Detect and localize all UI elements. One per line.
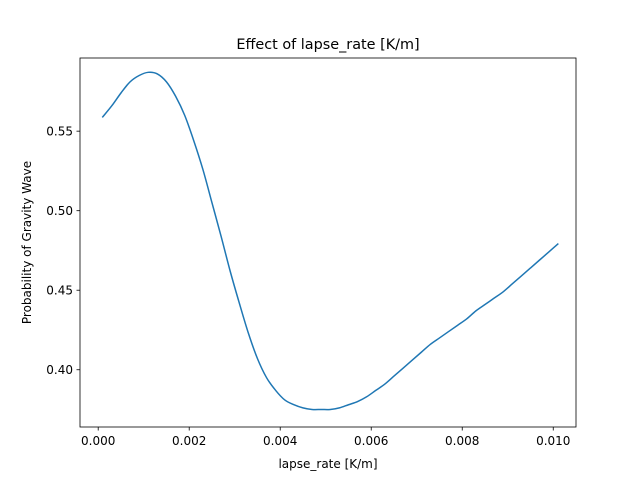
plot-area (101, 71, 559, 411)
y-tick-label: 0.45 (46, 284, 73, 298)
x-tick-label: 0.006 (354, 434, 388, 448)
y-tick-label: 0.55 (46, 124, 73, 138)
x-tick-label: 0.010 (536, 434, 570, 448)
axes-frame (79, 57, 577, 428)
y-tick-label: 0.50 (46, 204, 73, 218)
x-tick-label: 0.002 (172, 434, 206, 448)
y-tick-label: 0.40 (46, 363, 73, 377)
x-axis-ticks: 0.000 0.002 0.004 0.006 0.008 0.010 (81, 427, 570, 448)
series-line (101, 71, 559, 411)
y-axis-label: Probability of Gravity Wave (20, 161, 34, 324)
x-tick-label: 0.000 (81, 434, 115, 448)
y-axis-ticks: 0.40 0.45 0.50 0.55 (46, 124, 80, 377)
x-tick-label: 0.008 (445, 434, 479, 448)
x-tick-label: 0.004 (263, 434, 297, 448)
chart-title: Effect of lapse_rate [K/m] (236, 37, 419, 53)
x-axis-label: lapse_rate [K/m] (278, 457, 377, 471)
